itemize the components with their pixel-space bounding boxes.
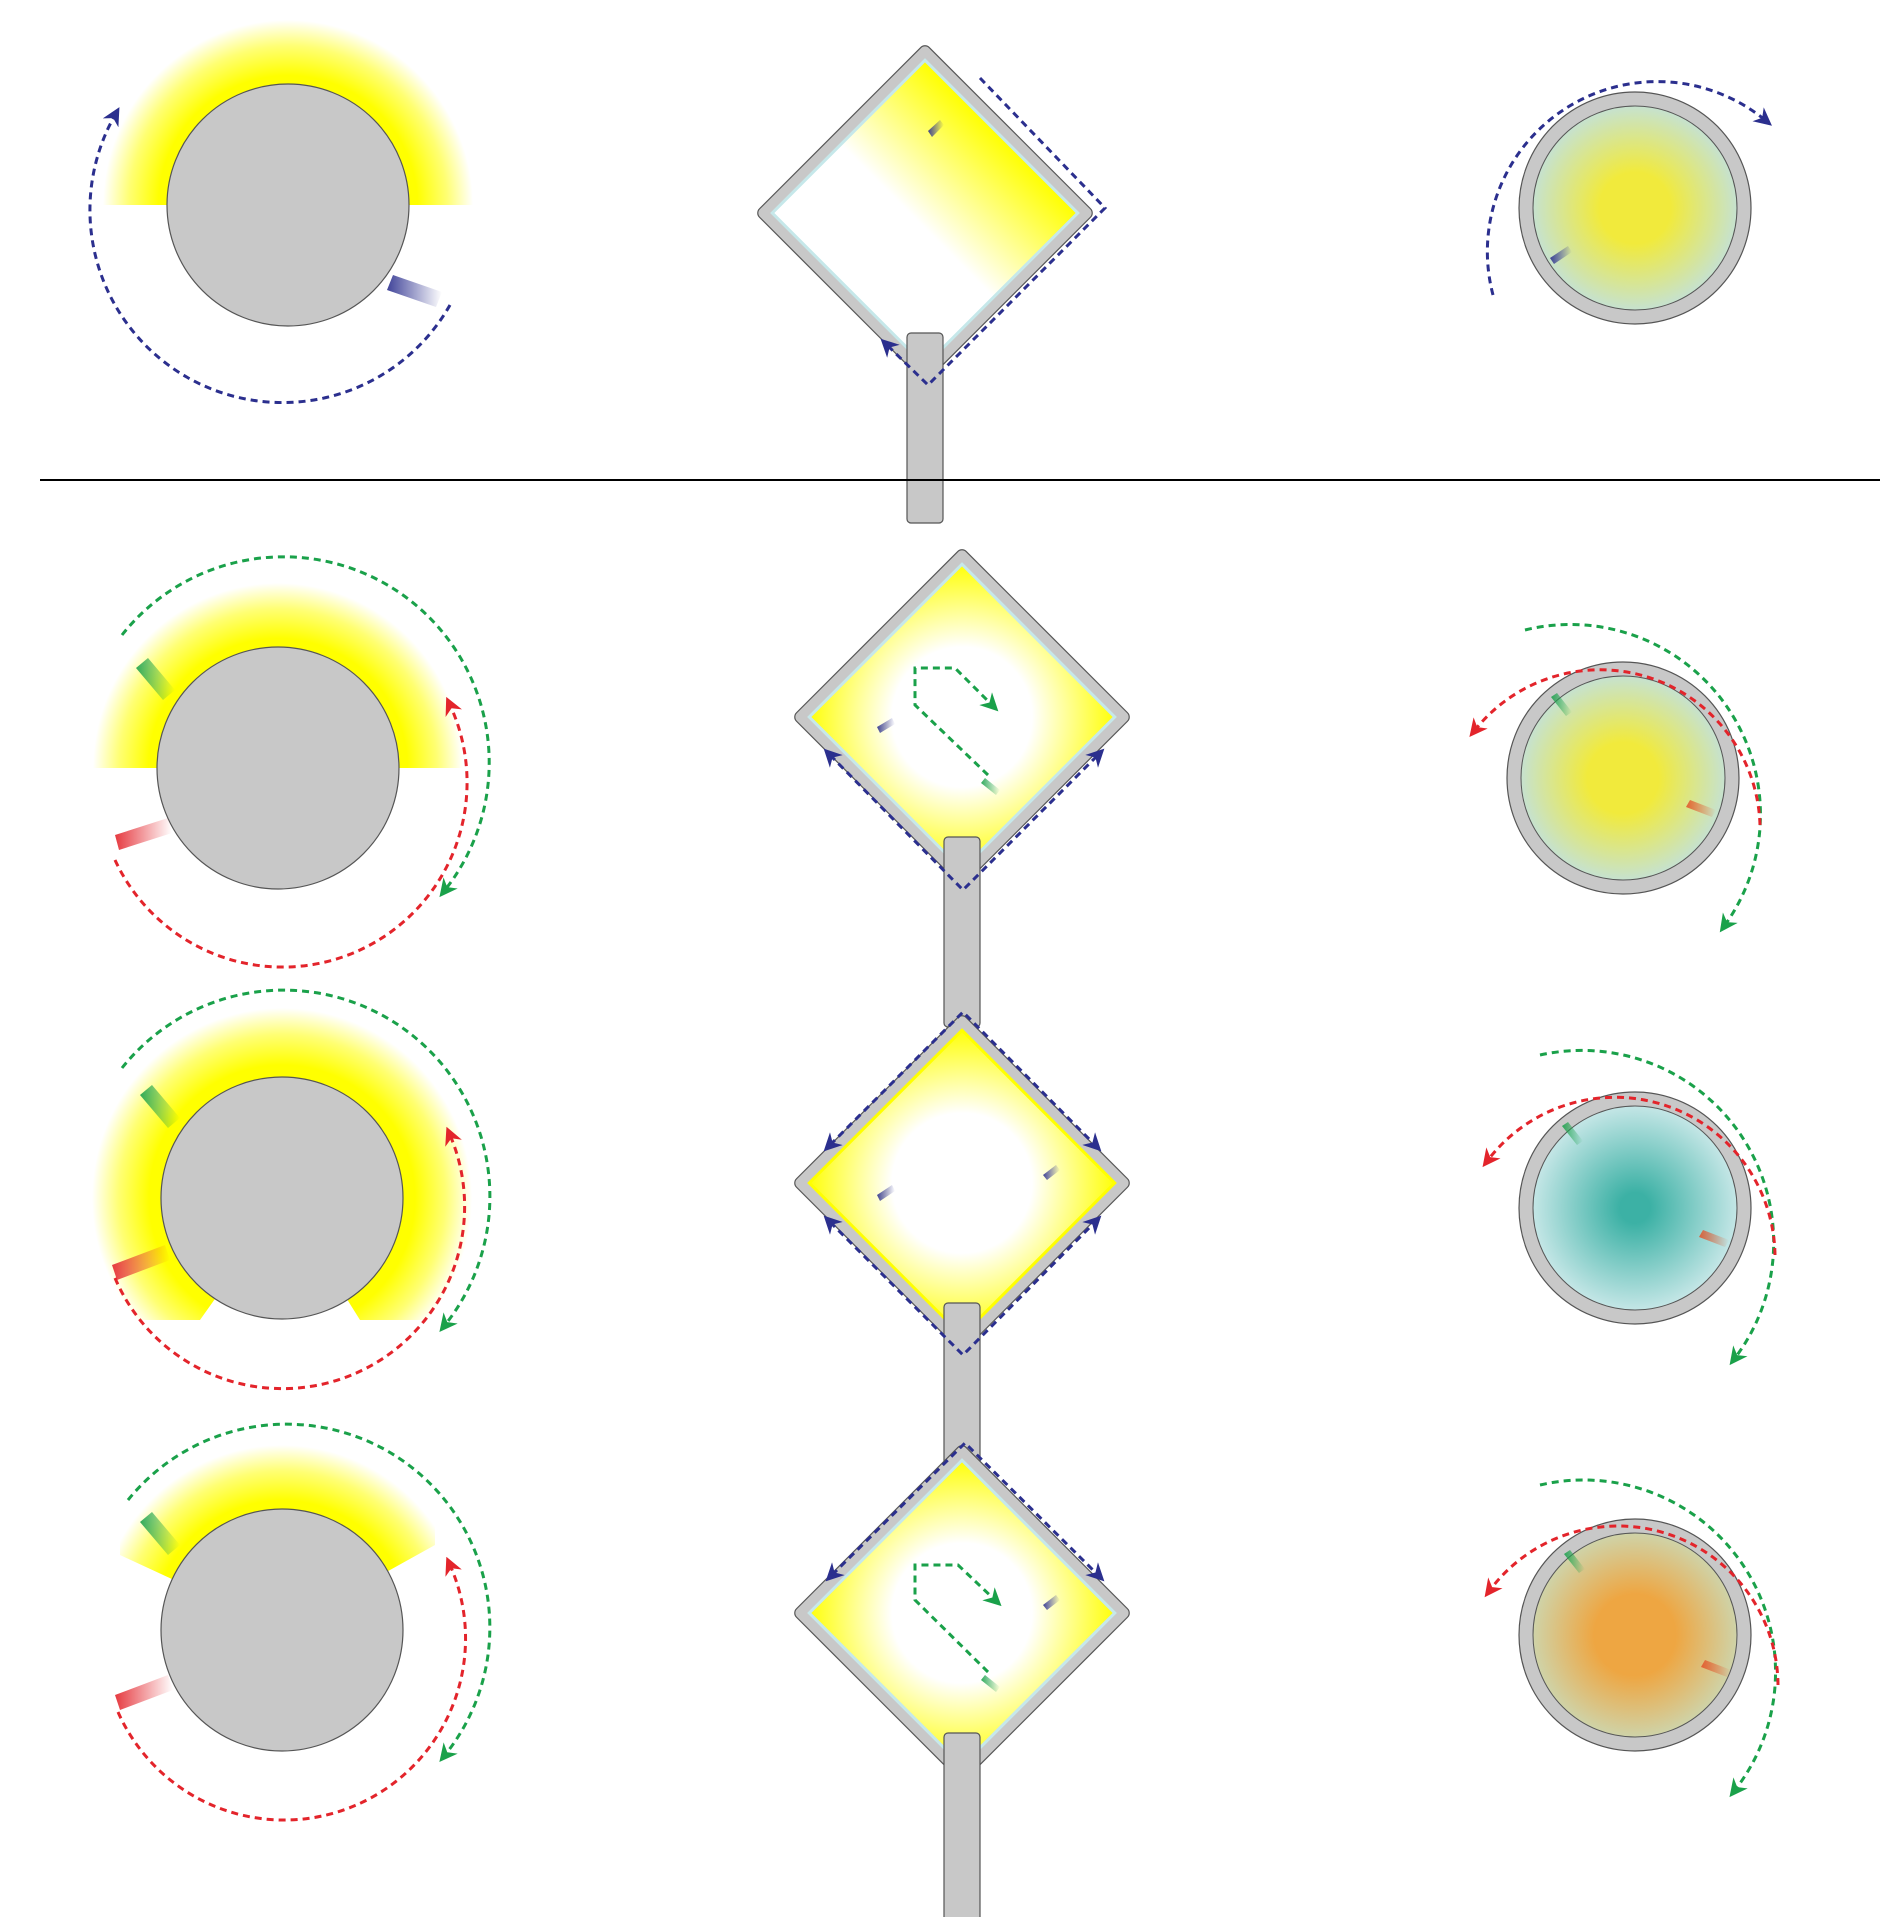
sphere (160, 1076, 404, 1320)
red-arrow (116, 1556, 468, 1822)
panel-row2-screen (1482, 1048, 1777, 1366)
red-source (115, 818, 172, 850)
red-source (1701, 1660, 1731, 1677)
box-handle (943, 836, 981, 1028)
blue-source (877, 718, 895, 733)
box-cavity (807, 1458, 1117, 1768)
screen-face (1532, 105, 1738, 311)
sphere (156, 646, 400, 890)
blue-source (877, 1185, 895, 1201)
panel-top-screen (1485, 80, 1772, 325)
panel-row2-box (794, 1009, 1130, 1494)
box-handle (906, 332, 944, 524)
red-arrow (1484, 1524, 1780, 1686)
screen-face (1520, 675, 1726, 881)
green-arrow (1539, 1478, 1778, 1798)
green-source (140, 1512, 180, 1555)
panel-row3-screen (1484, 1478, 1780, 1798)
red-source (1699, 1230, 1729, 1247)
panel-top-box (757, 45, 1108, 524)
green-arrow (1539, 1048, 1776, 1366)
sphere (166, 83, 410, 327)
red-arrow (1482, 1095, 1777, 1256)
blue-source (1043, 1595, 1060, 1610)
red-arrow (113, 696, 469, 969)
panel-row1-sphere (93, 555, 491, 969)
blue-source (387, 275, 442, 307)
panel-row3-sphere (115, 1422, 492, 1822)
blue-arrow (1485, 80, 1772, 296)
blue-arrow (825, 1440, 1105, 1582)
green-source (981, 1675, 1000, 1692)
red-source (112, 1245, 170, 1280)
blue-arrow (88, 107, 452, 405)
green-arrow (126, 1422, 492, 1763)
box-cavity (807, 562, 1117, 872)
box-handle (943, 1732, 981, 1917)
green-source (1551, 693, 1572, 716)
blue-arrow-bottom (823, 1215, 1102, 1358)
screen-face (1532, 1105, 1738, 1311)
green-arrow (913, 666, 999, 777)
blue-source-2 (1043, 1165, 1060, 1180)
blue-arrow (823, 748, 1105, 893)
blue-source (928, 120, 944, 137)
red-source (115, 1675, 173, 1710)
green-arrow (1524, 622, 1762, 933)
green-source (140, 1085, 180, 1128)
panel-row2-sphere (92, 988, 492, 1391)
red-arrow (1469, 668, 1762, 826)
panel-row3-box (794, 1440, 1130, 1917)
red-arrow (113, 1126, 467, 1391)
green-arrow (120, 988, 492, 1333)
green-source-2 (981, 778, 1000, 795)
panel-row1-box (794, 549, 1130, 1028)
sphere (160, 1508, 404, 1752)
blue-source (1550, 246, 1572, 264)
green-source (1564, 1550, 1585, 1573)
box-cavity (807, 1028, 1117, 1338)
green-arrow (120, 555, 491, 898)
green-source (1562, 1122, 1583, 1145)
sphere-glow (120, 1445, 435, 1630)
blue-arrow-top (823, 1009, 1102, 1152)
panel-top-sphere (88, 20, 473, 405)
screen-face (1532, 1532, 1738, 1738)
blue-arrow (880, 76, 1108, 388)
box-cavity (770, 58, 1080, 368)
panel-row1-screen (1469, 622, 1762, 933)
red-source (1686, 800, 1716, 817)
green-source (136, 658, 175, 700)
